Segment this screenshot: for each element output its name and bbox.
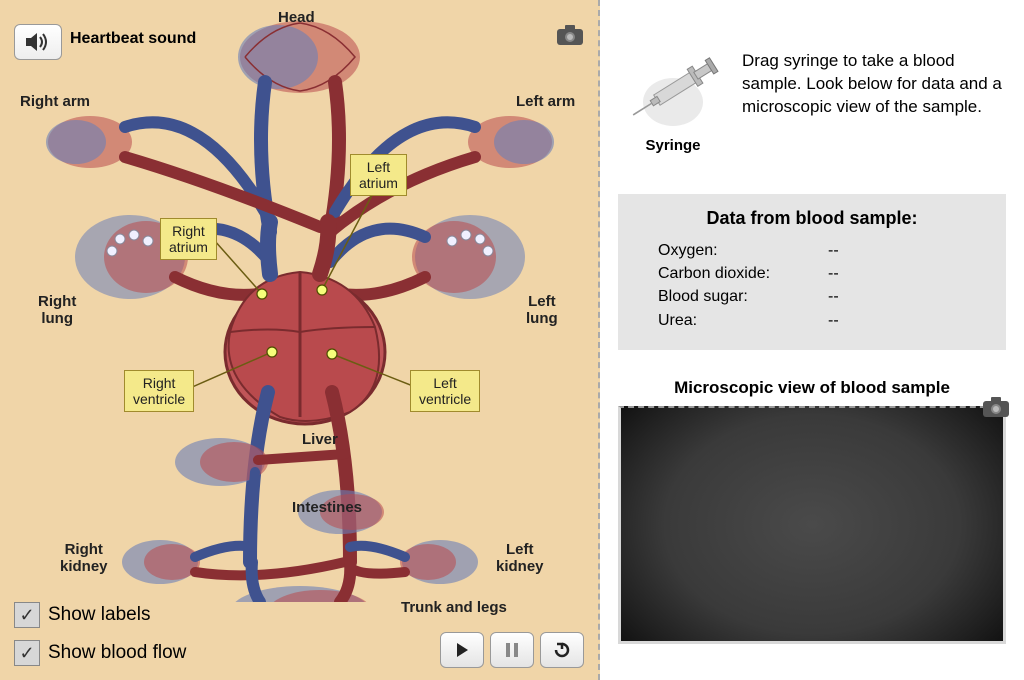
label-trunk-legs: Trunk and legs [401,600,507,617]
label-right-ventricle: Right ventricle [124,370,194,412]
data-key: Oxygen: [638,239,828,262]
label-left-ventricle: Left ventricle [410,370,480,412]
show-blood-flow-row: ✓ Show blood flow [14,640,186,666]
play-button[interactable] [440,632,484,668]
show-labels-row: ✓ Show labels [14,602,150,628]
label-intestines: Intestines [292,500,362,517]
label-right-arm: Right arm [20,94,90,111]
microscope-wrap [618,406,1006,644]
label-right-lung: Right lung [38,294,76,327]
data-row-urea: Urea: -- [638,309,986,332]
syringe-tool[interactable]: Syringe [618,50,728,154]
label-liver: Liver [302,432,338,449]
label-right-kidney: Right kidney [60,542,108,575]
data-key: Blood sugar: [638,285,828,308]
data-key: Urea: [638,309,828,332]
label-head: Head [278,10,315,27]
show-labels-checkbox[interactable]: ✓ [14,602,40,628]
reset-button[interactable] [540,632,584,668]
syringe-section: Syringe Drag syringe to take a blood sam… [618,50,1006,154]
circulatory-diagram: Head Right arm Left arm Right lung Left … [0,2,600,602]
data-key: Carbon dioxide: [638,262,828,285]
camera-icon [982,396,1010,418]
data-row-sugar: Blood sugar: -- [638,285,986,308]
label-right-atrium: Right atrium [160,218,217,260]
data-value: -- [828,285,986,308]
data-row-co2: Carbon dioxide: -- [638,262,986,285]
show-blood-flow-checkbox[interactable]: ✓ [14,640,40,666]
label-left-kidney: Left kidney [496,542,544,575]
microscope-view [618,406,1006,644]
syringe-label: Syringe [618,137,728,154]
syringe-icon [618,50,728,130]
pause-icon [505,642,519,658]
data-row-oxygen: Oxygen: -- [638,239,986,262]
microscope-title: Microscopic view of blood sample [618,378,1006,398]
play-icon [454,642,470,658]
diagram-panel: Heartbeat sound [0,0,600,680]
microscope-screenshot-button[interactable] [982,396,1010,418]
label-left-lung: Left lung [526,294,558,327]
show-labels-text: Show labels [48,604,150,626]
data-value: -- [828,239,986,262]
blood-data-title: Data from blood sample: [638,208,986,229]
pause-button[interactable] [490,632,534,668]
data-value: -- [828,309,986,332]
info-panel: Syringe Drag syringe to take a blood sam… [600,0,1024,680]
syringe-instructions: Drag syringe to take a blood sample. Loo… [742,50,1006,119]
label-left-atrium: Left atrium [350,154,407,196]
reset-icon [552,641,572,659]
show-blood-flow-text: Show blood flow [48,642,186,664]
data-value: -- [828,262,986,285]
blood-data-panel: Data from blood sample: Oxygen: -- Carbo… [618,194,1006,350]
playback-controls [440,632,584,668]
label-left-arm: Left arm [516,94,575,111]
